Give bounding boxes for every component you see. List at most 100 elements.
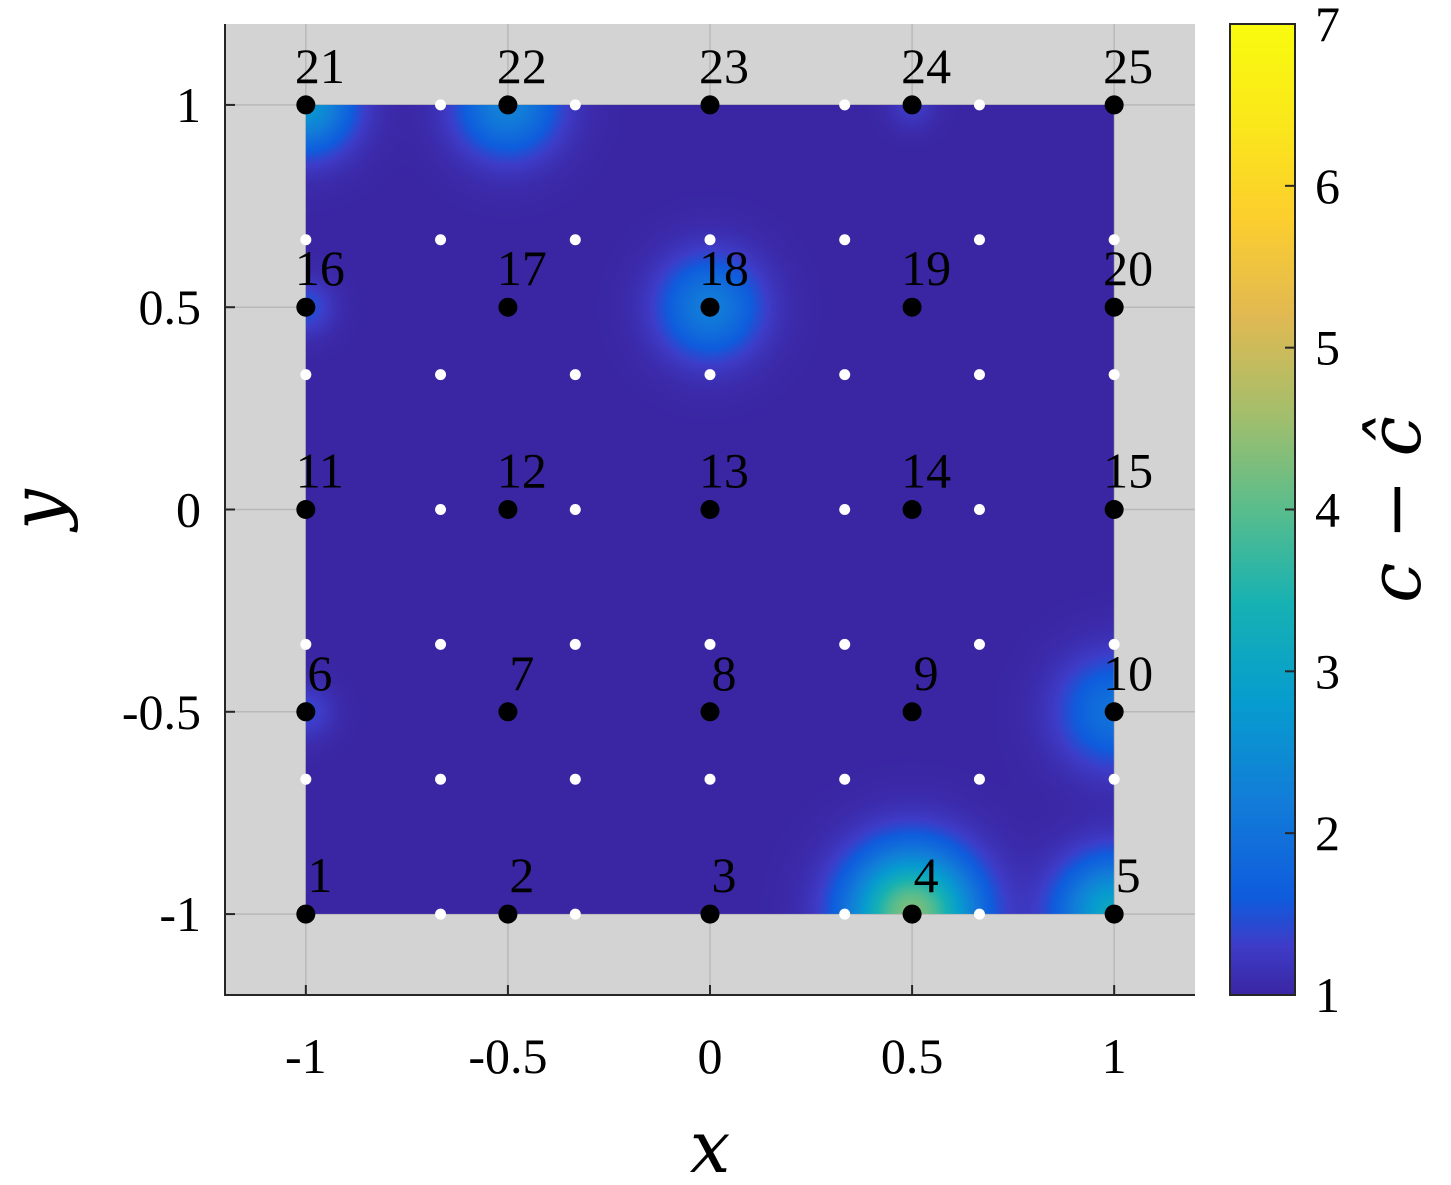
x-axis-label: x	[690, 1105, 731, 1185]
sensor-node-label: 20	[1103, 240, 1153, 296]
sensor-node	[700, 500, 720, 519]
sensor-node	[498, 904, 518, 924]
y-tick-label: 1	[176, 77, 201, 133]
white-point	[839, 908, 851, 920]
sensor-node-label: 21	[295, 38, 345, 94]
white-point	[839, 234, 851, 246]
sensor-node-label: 19	[901, 240, 951, 296]
sensor-node-label: 4	[914, 847, 939, 903]
y-tick-label: 0	[176, 482, 201, 538]
white-point	[1108, 638, 1120, 650]
white-point	[435, 99, 447, 111]
sensor-node	[902, 500, 922, 519]
sensor-node-label: 16	[295, 240, 345, 296]
white-point	[435, 504, 447, 515]
white-point	[839, 369, 851, 381]
white-point	[973, 504, 985, 515]
sensor-node	[700, 297, 720, 317]
white-point	[704, 234, 716, 246]
white-point	[435, 773, 447, 785]
sensor-node	[700, 95, 720, 115]
sensor-node-label: 10	[1103, 645, 1153, 701]
white-point	[704, 638, 716, 650]
axes-frame	[224, 24, 1195, 996]
sensor-node	[498, 500, 518, 519]
y-tick-label: -1	[159, 886, 201, 942]
sensor-node-markers	[296, 95, 1124, 924]
sensor-node-label: 9	[914, 645, 939, 701]
colorbar-tick-label: 3	[1315, 643, 1340, 699]
white-point	[1108, 773, 1120, 785]
white-point	[973, 908, 985, 920]
sensor-node	[498, 702, 518, 722]
white-point-markers	[300, 99, 1120, 920]
sensor-node	[296, 904, 316, 924]
white-point	[839, 773, 851, 785]
white-point	[973, 773, 985, 785]
y-tick-label: 0.5	[139, 279, 202, 335]
white-point	[973, 234, 985, 246]
colorbar-tick-label: 7	[1315, 0, 1340, 52]
white-point	[973, 638, 985, 650]
colorbar-tick-label: 1	[1315, 967, 1340, 1023]
y-axis-label: y	[0, 488, 79, 533]
sensor-node-label: 11	[296, 443, 344, 499]
sensor-node-label: 12	[497, 443, 547, 499]
sensor-node	[700, 904, 720, 924]
white-point	[569, 773, 581, 785]
sensor-node	[296, 702, 316, 722]
y-tick-label: -0.5	[122, 684, 201, 740]
white-point	[569, 99, 581, 111]
sensor-node	[296, 500, 316, 519]
white-point	[1108, 369, 1120, 381]
sensor-node-label: 22	[497, 38, 547, 94]
sensor-node	[498, 95, 518, 115]
white-point	[300, 234, 312, 246]
white-point	[973, 99, 985, 111]
x-tick-label: -0.5	[468, 1028, 547, 1084]
x-tick-label: 1	[1102, 1028, 1127, 1084]
white-point	[569, 908, 581, 920]
sensor-node-label: 1	[307, 847, 332, 903]
sensor-node-label: 17	[497, 240, 547, 296]
sensor-node-label: 25	[1103, 38, 1153, 94]
colorbar-gradient	[1230, 24, 1295, 995]
sensor-node-label: 18	[699, 240, 749, 296]
sensor-node-label: 7	[509, 645, 534, 701]
sensor-node-label: 13	[699, 443, 749, 499]
white-point	[569, 504, 581, 515]
sensor-node	[1104, 702, 1124, 722]
white-point	[435, 234, 447, 246]
colorbar-tick-labels: 1 2 3 4 5 6 7	[1285, 0, 1340, 1023]
colorbar: 1 2 3 4 5 6 7 c − ĉ	[1229, 0, 1437, 1023]
white-point	[1108, 234, 1120, 246]
sensor-node	[902, 95, 922, 115]
white-point	[704, 369, 716, 381]
white-point	[839, 504, 851, 515]
white-point	[435, 638, 447, 650]
colorbar-tick-label: 6	[1315, 158, 1340, 214]
colorbar-label: c − ĉ	[1353, 416, 1437, 603]
white-point	[839, 638, 851, 650]
sensor-node	[498, 297, 518, 317]
sensor-node-label: 3	[712, 847, 737, 903]
x-tick-label: -1	[285, 1028, 327, 1084]
white-point	[435, 908, 447, 920]
white-point	[569, 234, 581, 246]
sensor-node	[1104, 500, 1124, 519]
white-point	[569, 369, 581, 381]
white-point	[435, 369, 447, 381]
sensor-node	[1104, 95, 1124, 115]
colorbar-tick-label: 4	[1315, 482, 1340, 538]
sensor-node-label: 15	[1103, 443, 1153, 499]
white-point	[569, 638, 581, 650]
sensor-node-label: 14	[901, 443, 951, 499]
sensor-node	[902, 904, 922, 924]
colorbar-tick-label: 5	[1315, 320, 1340, 376]
sensor-node-label: 24	[901, 38, 951, 94]
sensor-node	[296, 297, 316, 317]
x-tick-labels: -1 -0.5 0 0.5 1	[285, 985, 1127, 1084]
